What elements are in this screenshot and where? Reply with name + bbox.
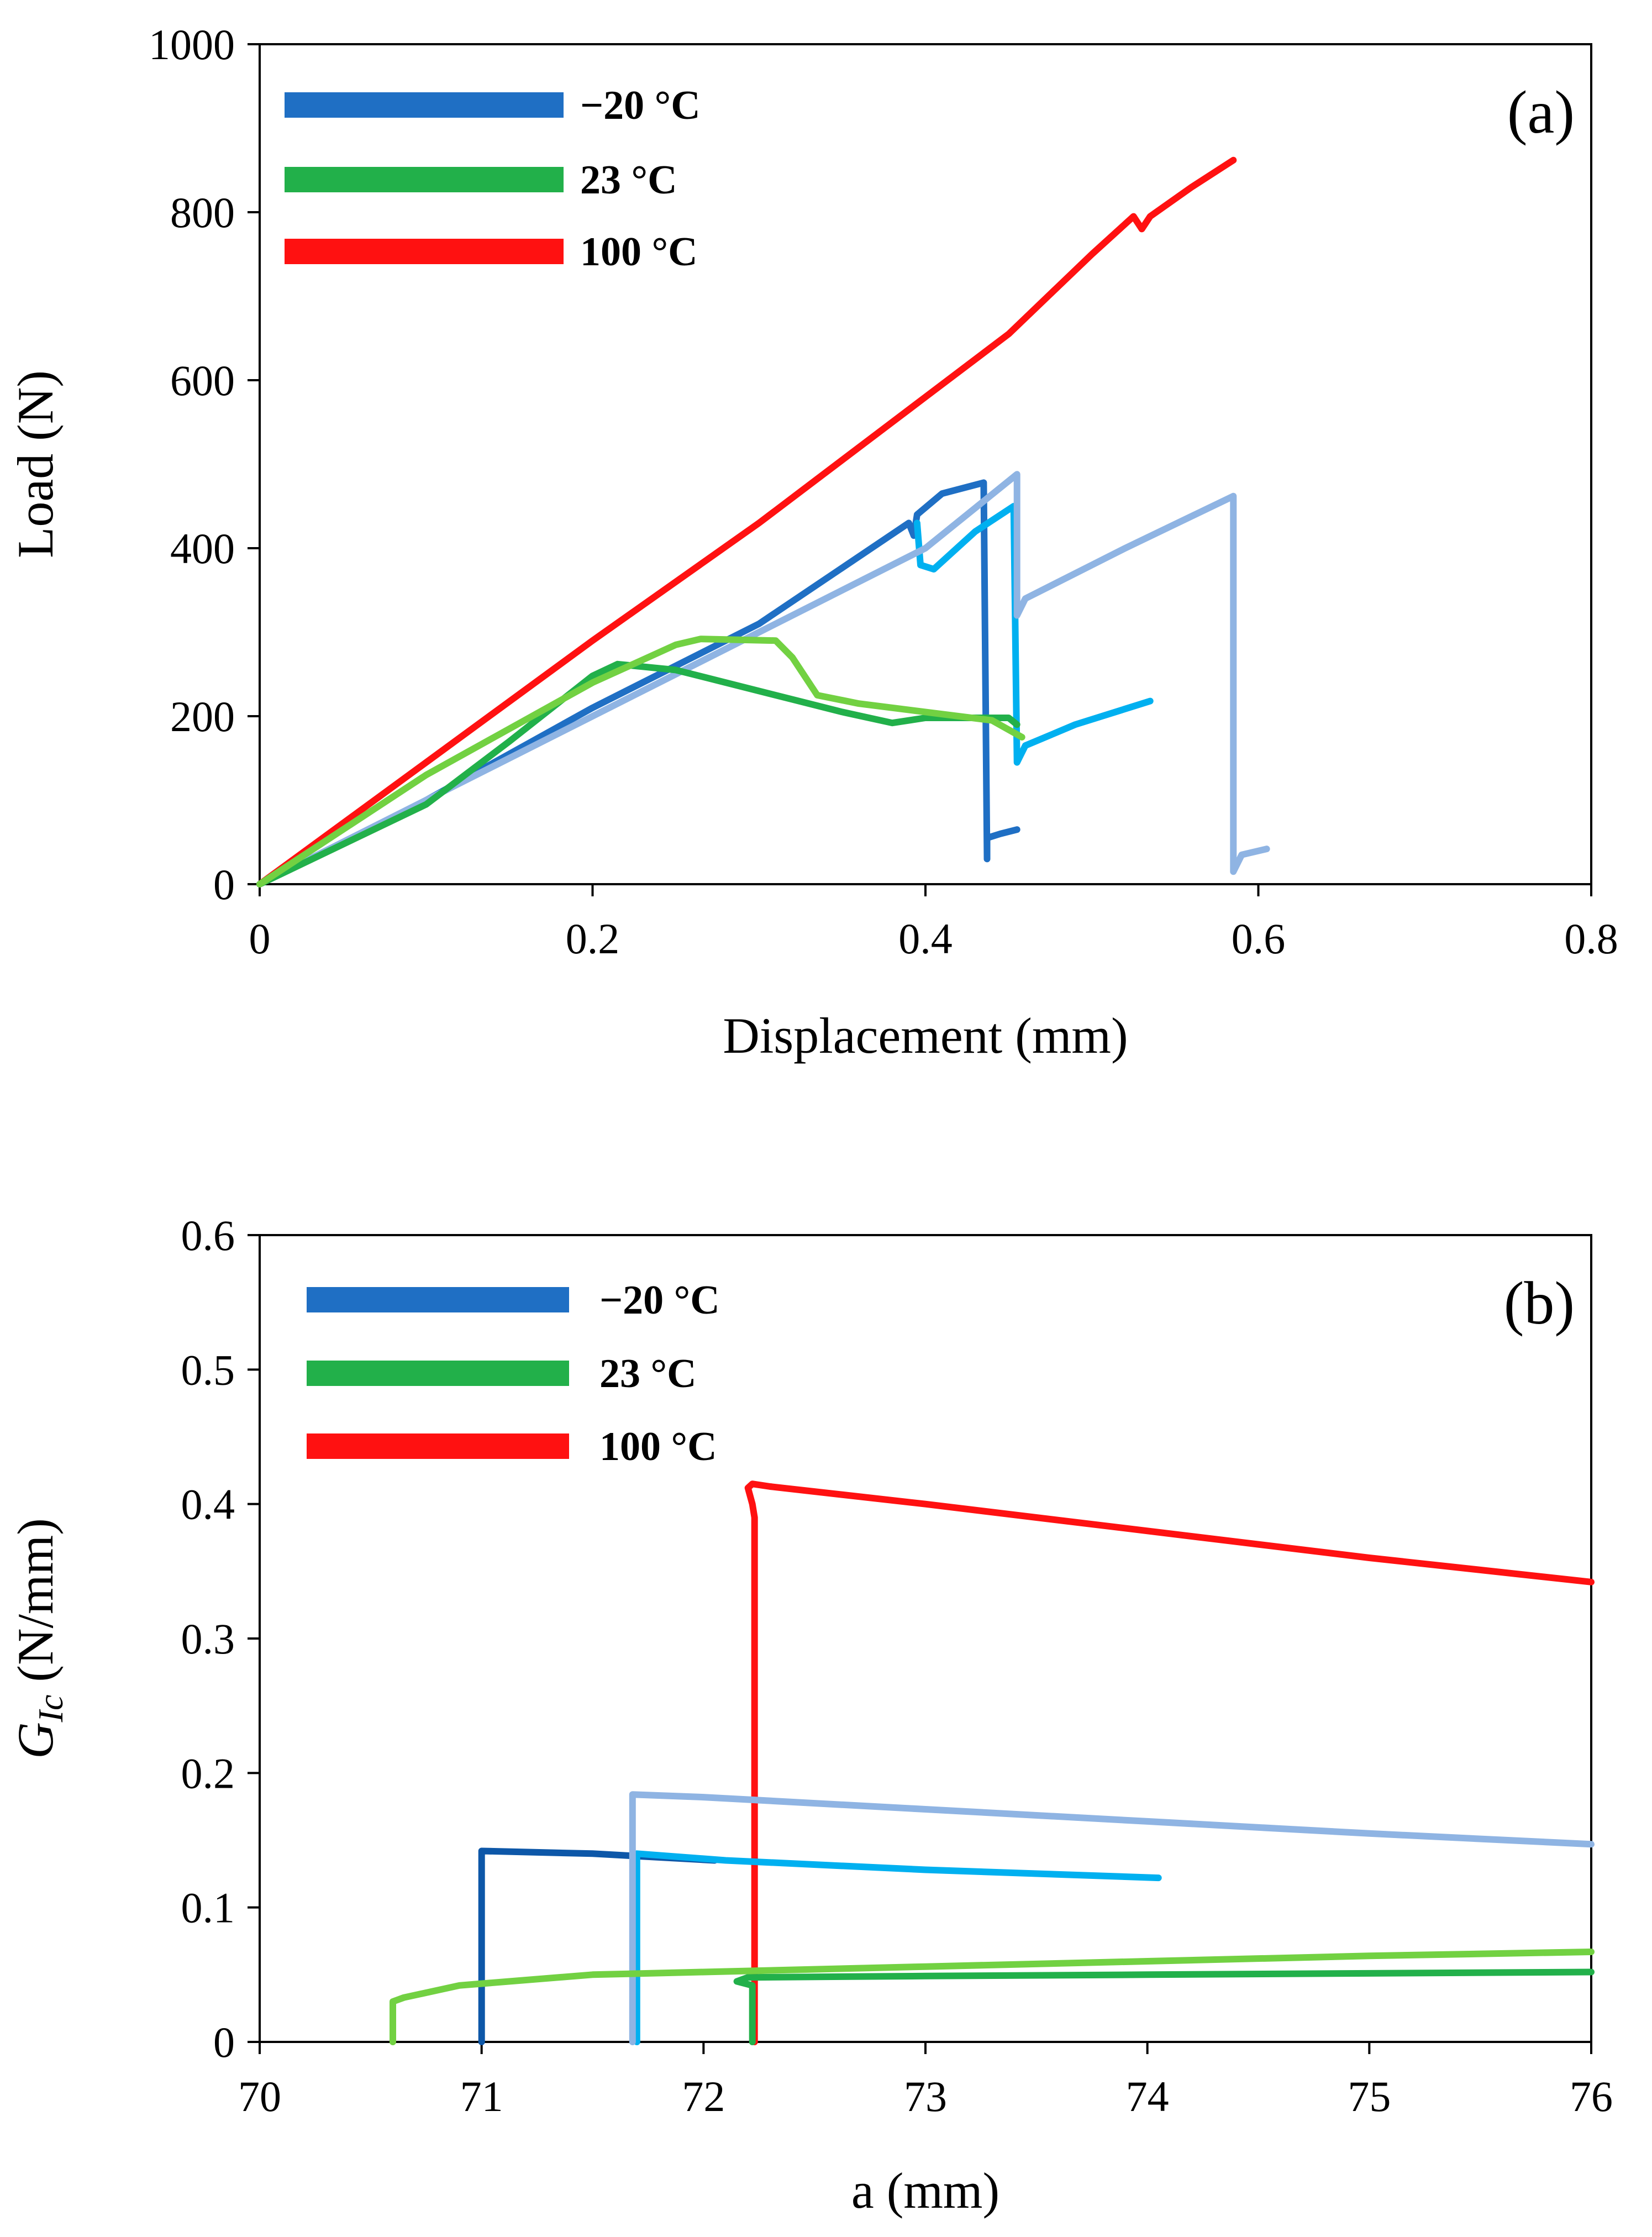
y-axis-label-symbol: G xyxy=(7,1722,64,1758)
x-tick-label: 72 xyxy=(682,2072,725,2120)
y-tick-label: 0 xyxy=(213,860,235,909)
x-tick-label: 0.8 xyxy=(1564,915,1618,963)
x-tick-label: 0.2 xyxy=(566,915,620,963)
panel-label: (b) xyxy=(1504,1269,1575,1337)
legend-label: −20 °C xyxy=(580,83,701,128)
series-line xyxy=(478,1847,718,2045)
y-tick-label: 800 xyxy=(170,188,235,237)
legend-label: 23 °C xyxy=(580,157,677,203)
y-tick-label: 1000 xyxy=(149,20,235,69)
legend-label: 100 °C xyxy=(599,1424,717,1469)
x-tick-label: 70 xyxy=(238,2072,281,2120)
y-axis-label: Load (N) xyxy=(7,370,64,558)
y-tick-label: 0.2 xyxy=(181,1749,235,1797)
y-tick-label: 0.3 xyxy=(181,1615,235,1663)
series-line xyxy=(390,1949,1595,2045)
x-axis-label: a (mm) xyxy=(851,2162,999,2219)
y-tick-label: 0 xyxy=(213,2018,235,2066)
y-tick-label: 400 xyxy=(170,524,235,573)
x-tick-label: 0 xyxy=(249,915,271,963)
series-line xyxy=(913,503,1154,766)
x-tick-label: 0.6 xyxy=(1232,915,1286,963)
y-tick-label: 0.6 xyxy=(181,1211,235,1259)
legend-label: −20 °C xyxy=(599,1278,720,1323)
y-tick-label: 0.1 xyxy=(181,1884,235,1932)
series-line xyxy=(633,1850,1162,2045)
x-tick-label: 0.4 xyxy=(898,915,953,963)
x-tick-label: 73 xyxy=(904,2072,947,2120)
y-axis-label: GIc (N/mm) xyxy=(7,1518,70,1759)
x-axis-label: Displacement (mm) xyxy=(723,1007,1128,1064)
panel-label: (a) xyxy=(1507,78,1575,146)
y-tick-label: 200 xyxy=(170,692,235,741)
y-tick-label: 0.5 xyxy=(181,1346,235,1394)
x-tick-label: 71 xyxy=(460,2072,503,2120)
x-tick-label: 76 xyxy=(1570,2072,1613,2120)
y-axis-label-subscript: Ic xyxy=(31,1695,70,1723)
series-line xyxy=(256,636,1025,888)
legend-label: 23 °C xyxy=(599,1351,697,1396)
y-tick-label: 600 xyxy=(170,356,235,405)
x-tick-label: 74 xyxy=(1126,2072,1169,2120)
series-line xyxy=(256,660,1020,888)
x-tick-label: 75 xyxy=(1348,2072,1391,2120)
plot-area-frame xyxy=(259,1234,1592,2043)
legend-label: 100 °C xyxy=(580,229,698,275)
chart-a: 0 200 400 600 800 1000 0 0.2 0.4 0.6 0.8 Displaceme… xyxy=(7,20,1618,1064)
series-line xyxy=(256,479,1020,888)
y-tick-label: 0.4 xyxy=(181,1480,235,1529)
series-line xyxy=(256,471,1270,888)
series-line xyxy=(733,1968,1595,2045)
chart-b: 0 0.1 0.2 0.3 0.4 0.5 0.6 70 71 72 73 74 75 76 a (mm) G… xyxy=(7,1211,1613,2219)
y-axis-label-unit: (N/mm) xyxy=(7,1518,64,1694)
series-line xyxy=(744,1480,1595,2045)
series-line xyxy=(256,156,1237,888)
series-line xyxy=(629,1791,1595,2045)
